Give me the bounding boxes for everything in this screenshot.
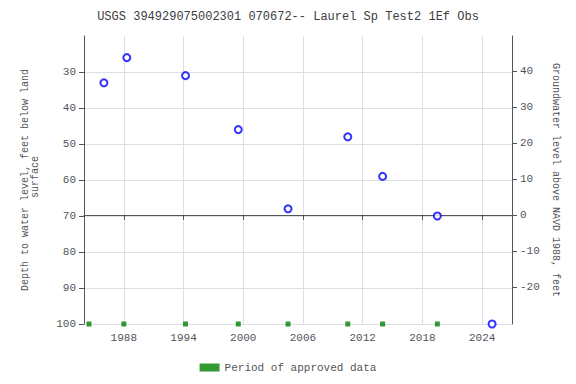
svg-text:20: 20 xyxy=(520,137,533,149)
svg-text:60: 60 xyxy=(63,174,76,186)
svg-text:Depth to water level, feet bel: Depth to water level, feet below land xyxy=(19,69,31,291)
svg-text:1994: 1994 xyxy=(170,332,197,344)
svg-text:Period of approved data: Period of approved data xyxy=(225,362,377,374)
svg-text:30: 30 xyxy=(63,66,76,78)
svg-text:50: 50 xyxy=(63,138,76,150)
svg-text:40: 40 xyxy=(520,65,533,77)
svg-text:100: 100 xyxy=(56,318,76,330)
svg-text:0: 0 xyxy=(520,209,527,221)
svg-text:10: 10 xyxy=(520,173,533,185)
svg-text:30: 30 xyxy=(520,101,533,113)
svg-text:-20: -20 xyxy=(520,281,540,293)
svg-text:90: 90 xyxy=(63,282,76,294)
svg-text:2018: 2018 xyxy=(409,332,435,344)
svg-text:-10: -10 xyxy=(520,245,540,257)
svg-text:Groundwater level above NAVD 1: Groundwater level above NAVD 1988, feet xyxy=(550,63,561,297)
svg-text:2012: 2012 xyxy=(349,332,375,344)
svg-text:40: 40 xyxy=(63,102,76,114)
svg-text:surface: surface xyxy=(30,156,41,204)
svg-text:2024: 2024 xyxy=(469,332,496,344)
svg-text:2000: 2000 xyxy=(230,332,256,344)
svg-text:2006: 2006 xyxy=(290,332,316,344)
svg-text:80: 80 xyxy=(63,246,76,258)
svg-text:USGS 394929075002301 070672--: USGS 394929075002301 070672-- Laurel Sp … xyxy=(97,10,479,24)
svg-text:70: 70 xyxy=(63,210,76,222)
svg-text:1988: 1988 xyxy=(111,332,137,344)
